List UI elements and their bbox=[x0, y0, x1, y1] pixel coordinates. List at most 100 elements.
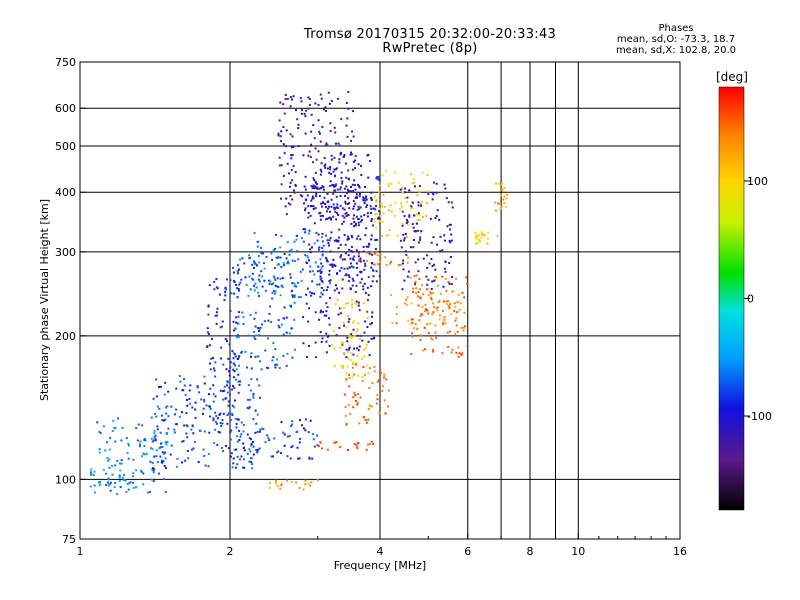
data-point bbox=[127, 482, 130, 485]
data-point bbox=[235, 448, 238, 451]
data-point bbox=[340, 171, 343, 174]
data-point bbox=[310, 246, 313, 249]
data-point bbox=[352, 160, 355, 163]
data-point bbox=[319, 275, 322, 278]
data-point bbox=[116, 459, 119, 462]
data-point bbox=[344, 200, 347, 203]
data-point bbox=[307, 211, 310, 214]
data-point bbox=[329, 166, 332, 169]
data-point bbox=[304, 188, 307, 191]
y-axis-label: Stationary phase Virtual Height [km] bbox=[38, 199, 51, 401]
data-point bbox=[260, 252, 263, 255]
data-point bbox=[408, 189, 411, 192]
data-point bbox=[158, 385, 161, 388]
data-point bbox=[419, 238, 422, 241]
x-tick-label: 10 bbox=[571, 545, 585, 558]
data-point bbox=[283, 152, 286, 155]
data-point bbox=[291, 294, 294, 297]
data-point bbox=[289, 181, 292, 184]
data-point bbox=[500, 205, 503, 208]
data-point bbox=[261, 323, 264, 326]
data-point bbox=[465, 276, 468, 279]
data-point bbox=[435, 191, 438, 194]
data-point bbox=[337, 97, 340, 100]
data-point bbox=[412, 327, 415, 330]
data-point bbox=[120, 439, 123, 442]
y-tick-label: 750 bbox=[55, 56, 76, 69]
data-point bbox=[302, 240, 305, 243]
data-point bbox=[300, 100, 303, 103]
data-point bbox=[215, 314, 218, 317]
data-point bbox=[238, 438, 241, 441]
data-point bbox=[320, 286, 323, 289]
data-point bbox=[319, 441, 322, 444]
data-point bbox=[292, 95, 295, 98]
data-point bbox=[418, 218, 421, 221]
data-point bbox=[333, 185, 336, 188]
data-point bbox=[346, 449, 349, 452]
data-point bbox=[167, 390, 170, 393]
data-point bbox=[480, 236, 483, 239]
data-point bbox=[341, 222, 344, 225]
data-point bbox=[345, 212, 348, 215]
data-point bbox=[385, 234, 388, 237]
data-point bbox=[496, 234, 499, 237]
data-point bbox=[426, 266, 429, 269]
data-point bbox=[237, 289, 240, 292]
data-point bbox=[370, 266, 373, 269]
data-point bbox=[298, 457, 301, 460]
y-tick-label: 600 bbox=[55, 102, 76, 115]
data-point bbox=[375, 213, 378, 216]
data-point bbox=[350, 250, 353, 253]
data-point bbox=[238, 268, 241, 271]
data-point bbox=[308, 456, 311, 459]
data-point bbox=[159, 385, 162, 388]
data-point bbox=[302, 228, 305, 231]
data-point bbox=[304, 479, 307, 482]
data-point bbox=[118, 480, 121, 483]
data-point bbox=[406, 275, 409, 278]
data-point bbox=[374, 204, 377, 207]
data-point bbox=[409, 246, 412, 249]
data-point bbox=[232, 352, 235, 355]
data-point bbox=[441, 352, 444, 355]
data-point bbox=[135, 427, 138, 430]
data-point bbox=[278, 164, 281, 167]
data-point bbox=[193, 441, 196, 444]
data-point bbox=[290, 157, 293, 160]
data-point bbox=[312, 205, 315, 208]
data-point bbox=[227, 400, 230, 403]
data-points bbox=[89, 91, 509, 495]
data-point bbox=[257, 240, 260, 243]
data-point bbox=[272, 356, 275, 359]
data-point bbox=[164, 466, 167, 469]
data-point bbox=[339, 195, 342, 198]
data-point bbox=[323, 196, 326, 199]
data-point bbox=[290, 425, 293, 428]
data-point bbox=[325, 314, 328, 317]
data-point bbox=[232, 462, 235, 465]
data-point bbox=[310, 205, 313, 208]
data-point bbox=[335, 441, 338, 444]
data-point bbox=[350, 245, 353, 248]
data-point bbox=[417, 304, 420, 307]
data-point bbox=[207, 465, 210, 468]
data-point bbox=[196, 386, 199, 389]
data-point bbox=[356, 447, 359, 450]
data-point bbox=[314, 185, 317, 188]
data-point bbox=[111, 429, 114, 432]
data-point bbox=[279, 135, 282, 138]
data-point bbox=[410, 352, 413, 355]
data-point bbox=[159, 431, 162, 434]
data-point bbox=[358, 337, 361, 340]
data-point bbox=[410, 302, 413, 305]
data-point bbox=[451, 290, 454, 293]
data-point bbox=[430, 257, 433, 260]
data-point bbox=[505, 197, 508, 200]
data-point bbox=[436, 309, 439, 312]
data-point bbox=[280, 484, 283, 487]
data-point bbox=[355, 196, 358, 199]
data-point bbox=[454, 319, 457, 322]
data-point bbox=[419, 202, 422, 205]
stats-x-mode: mean, sd,X: 102.8, 20.0 bbox=[615, 45, 737, 56]
